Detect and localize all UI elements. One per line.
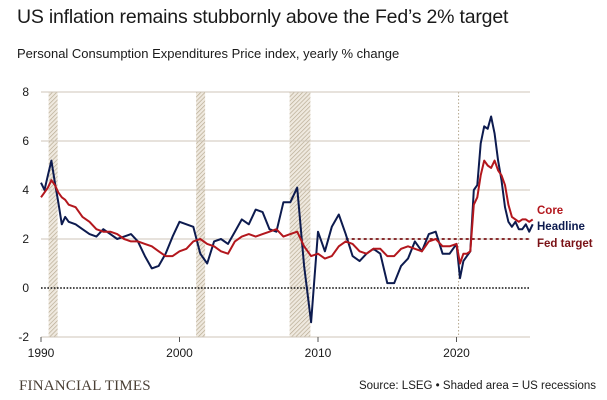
x-tick-label: 2010 bbox=[305, 346, 332, 360]
y-tick-label: 4 bbox=[22, 183, 29, 197]
recession-band bbox=[48, 92, 58, 337]
y-tick-label: -2 bbox=[18, 330, 29, 344]
gridlines bbox=[41, 91, 530, 338]
source-note: Source: LSEG • Shaded area = US recessio… bbox=[358, 380, 596, 392]
y-axis-ticks: -2 0 2 4 6 8 bbox=[18, 85, 29, 344]
y-tick-label: 0 bbox=[22, 281, 29, 295]
x-axis: 1990 2000 2010 2020 bbox=[28, 337, 470, 360]
x-tick-label: 2000 bbox=[166, 346, 193, 360]
core-line bbox=[40, 159, 534, 265]
y-tick-label: 2 bbox=[22, 232, 29, 246]
x-tick-label: 1990 bbox=[28, 346, 55, 360]
financial-times-logo: FINANCIAL TIMES bbox=[19, 378, 151, 394]
headline-line bbox=[40, 115, 534, 324]
recession-band bbox=[196, 92, 206, 337]
fed-target-label: Fed target bbox=[537, 238, 593, 250]
headline-label: Headline bbox=[537, 221, 585, 233]
core-label: Core bbox=[537, 205, 563, 217]
chart-title: US inflation remains stubbornly above th… bbox=[17, 6, 509, 28]
x-tick-label: 2020 bbox=[443, 346, 470, 360]
series-lines bbox=[40, 115, 534, 324]
y-tick-label: 6 bbox=[22, 134, 29, 148]
y-tick-label: 8 bbox=[22, 85, 29, 99]
chart-subtitle: Personal Consumption Expenditures Price … bbox=[17, 46, 400, 61]
series-labels: Core Headline Fed target bbox=[537, 205, 593, 250]
